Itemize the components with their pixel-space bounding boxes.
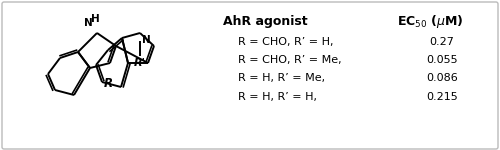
Text: R = H, R’ = H,: R = H, R’ = H,: [238, 92, 316, 102]
Text: 0.27: 0.27: [430, 37, 454, 47]
Text: H: H: [90, 14, 100, 24]
Text: N: N: [84, 18, 92, 28]
Text: R: R: [104, 77, 112, 90]
Text: EC$_{50}$ ($\mu$M): EC$_{50}$ ($\mu$M): [396, 14, 464, 30]
Text: R = H, R’ = Me,: R = H, R’ = Me,: [238, 73, 324, 83]
Text: N: N: [142, 35, 151, 45]
Text: 0.055: 0.055: [426, 55, 458, 65]
Text: R = CHO, R’ = H,: R = CHO, R’ = H,: [238, 37, 333, 47]
Text: 0.215: 0.215: [426, 92, 458, 102]
Text: 0.086: 0.086: [426, 73, 458, 83]
Text: R = CHO, R’ = Me,: R = CHO, R’ = Me,: [238, 55, 341, 65]
Text: R': R': [134, 58, 146, 68]
Text: AhR agonist: AhR agonist: [223, 15, 308, 28]
FancyBboxPatch shape: [2, 2, 498, 149]
